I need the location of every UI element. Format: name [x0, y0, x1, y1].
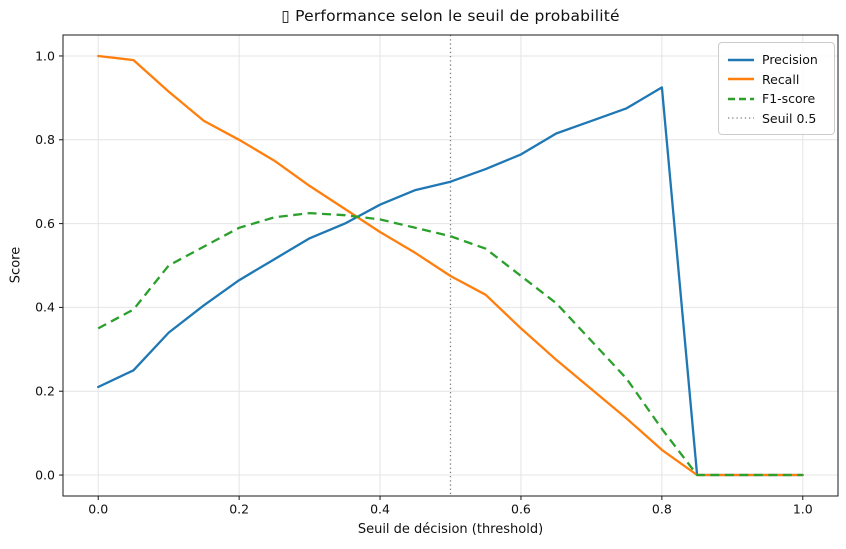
legend-entry: Seuil 0.5 [727, 109, 826, 129]
chart-title: ▯ Performance selon le seuil de probabil… [281, 7, 620, 25]
legend-label: Precision [762, 52, 818, 68]
x-tick-label: 0.6 [511, 502, 531, 517]
legend-label: Seuil 0.5 [762, 110, 817, 126]
y-tick-label: 0.6 [35, 216, 55, 231]
x-tick-label: 1.0 [793, 502, 813, 517]
y-tick-label: 0.4 [35, 300, 55, 315]
legend-line-sample-solid [728, 58, 754, 61]
y-tick-label: 1.0 [35, 48, 55, 63]
x-tick-label: 0.8 [652, 502, 672, 517]
plot-border [62, 34, 839, 497]
y-tick-label: 0.8 [35, 132, 55, 147]
x-tick-label: 0.0 [88, 502, 108, 517]
legend: Precision Recall F1-score Seuil 0.5 [718, 42, 835, 135]
y-axis-label: Score [8, 246, 24, 284]
precision-line [97, 86, 804, 477]
legend-line-sample-dotted [728, 117, 754, 119]
x-tick-label: 0.2 [229, 502, 249, 517]
legend-line-sample-solid [728, 78, 754, 81]
legend-line-sample-dashed [728, 97, 754, 100]
x-axis-label: Seuil de décision (threshold) [357, 522, 544, 537]
legend-entry: F1-score [727, 89, 826, 109]
legend-label: Recall [762, 71, 800, 87]
f1-score-line [97, 211, 803, 477]
legend-entry: Precision [727, 50, 826, 70]
x-tick-label: 0.4 [370, 502, 390, 517]
y-tick-label: 0.2 [35, 384, 55, 399]
y-tick-label: 0.0 [35, 467, 55, 482]
legend-entry: Recall [727, 70, 826, 90]
recall-line [97, 54, 804, 477]
legend-label: F1-score [762, 91, 816, 107]
